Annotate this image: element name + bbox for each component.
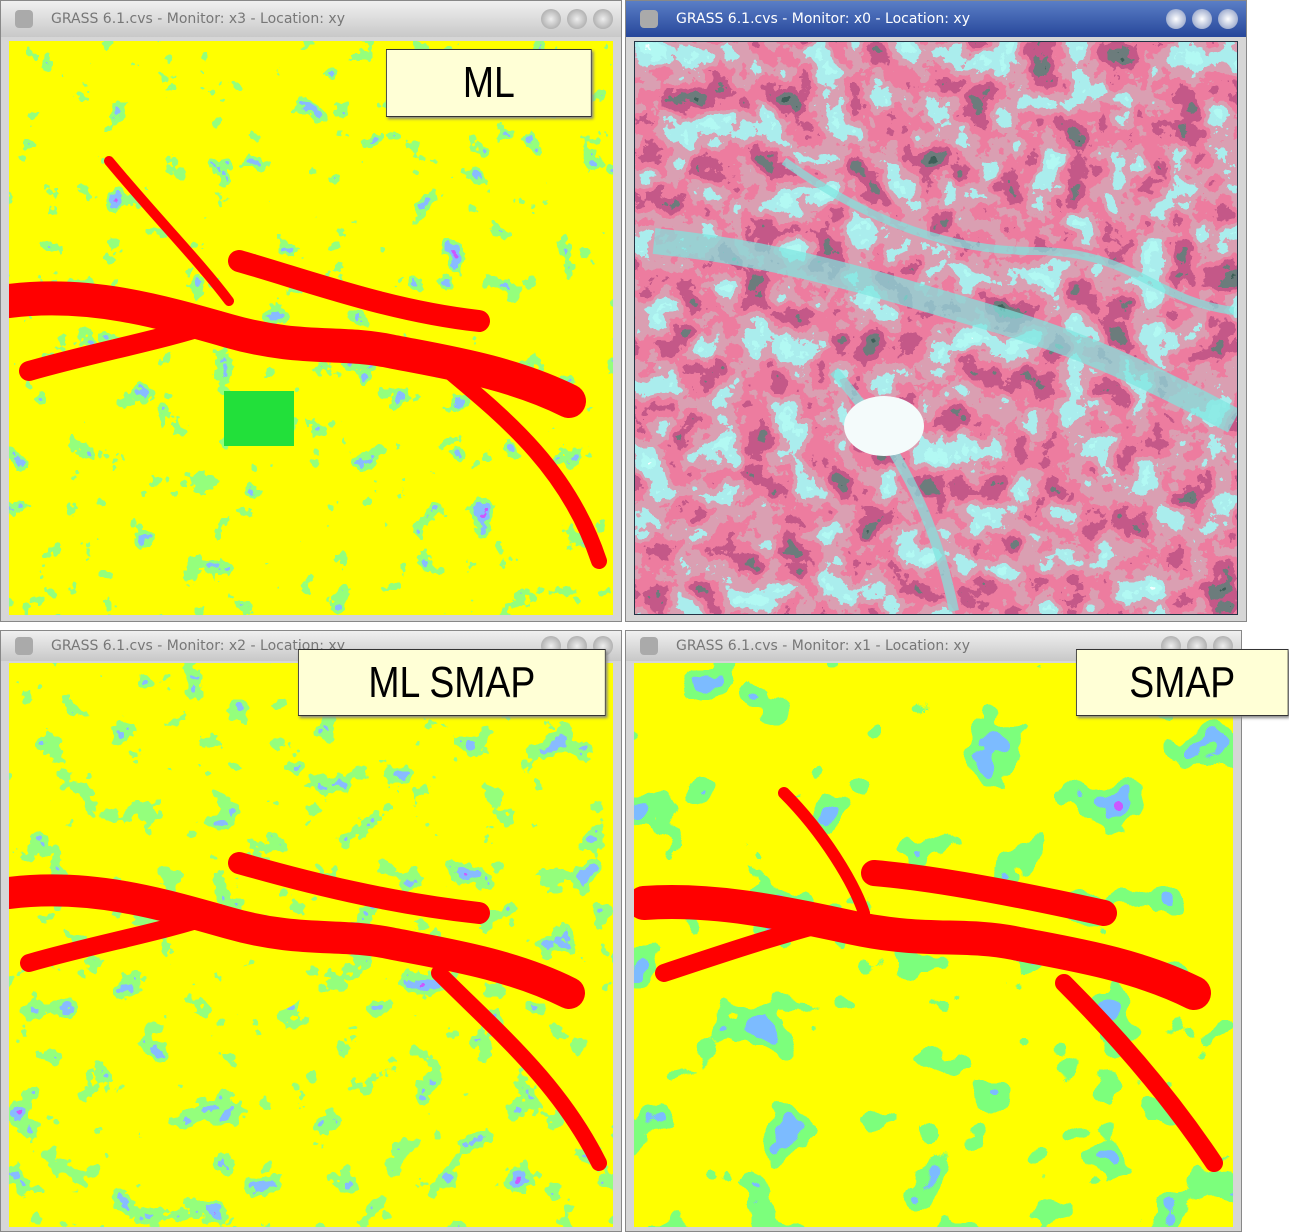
- window-icon[interactable]: [640, 637, 658, 655]
- cloud: [844, 396, 924, 456]
- green-patch: [224, 391, 294, 446]
- close-button[interactable]: [593, 9, 613, 29]
- minimize-button[interactable]: [541, 9, 561, 29]
- window-title: GRASS 6.1.cvs - Monitor: x3 - Location: …: [51, 11, 345, 27]
- classified-map: [9, 41, 613, 615]
- title-bar[interactable]: GRASS 6.1.cvs - Monitor: x0 - Location: …: [626, 1, 1246, 37]
- map-label: SMAP: [1076, 649, 1289, 716]
- classified-map: [9, 663, 613, 1227]
- maximize-button[interactable]: [1192, 9, 1212, 29]
- map-label: ML: [386, 49, 592, 117]
- title-bar[interactable]: GRASS 6.1.cvs - Monitor: x3 - Location: …: [1, 1, 621, 37]
- maximize-button[interactable]: [567, 9, 587, 29]
- classified-map: [634, 663, 1233, 1227]
- minimize-button[interactable]: [1166, 9, 1186, 29]
- map-label-text: SMAP: [1129, 658, 1235, 708]
- window[interactable]: GRASS 6.1.cvs - Monitor: x2 - Location: …: [0, 630, 622, 1232]
- map-label: ML SMAP: [298, 649, 606, 716]
- window-icon[interactable]: [640, 10, 658, 28]
- window[interactable]: GRASS 6.1.cvs - Monitor: x1 - Location: …: [625, 630, 1242, 1232]
- window[interactable]: GRASS 6.1.cvs - Monitor: x0 - Location: …: [625, 0, 1247, 622]
- yellow-patch: [224, 963, 304, 1013]
- window-title: GRASS 6.1.cvs - Monitor: x0 - Location: …: [676, 11, 970, 27]
- close-button[interactable]: [1218, 9, 1238, 29]
- window[interactable]: GRASS 6.1.cvs - Monitor: x3 - Location: …: [0, 0, 622, 622]
- window-icon[interactable]: [15, 637, 33, 655]
- map-label-text: ML SMAP: [368, 658, 535, 708]
- window-title: GRASS 6.1.cvs - Monitor: x1 - Location: …: [676, 638, 970, 654]
- satellite-image: [634, 41, 1238, 615]
- window-icon[interactable]: [15, 10, 33, 28]
- map-label-text: ML: [463, 58, 515, 108]
- screen: GRASS 6.1.cvs - Monitor: x3 - Location: …: [0, 0, 1289, 1232]
